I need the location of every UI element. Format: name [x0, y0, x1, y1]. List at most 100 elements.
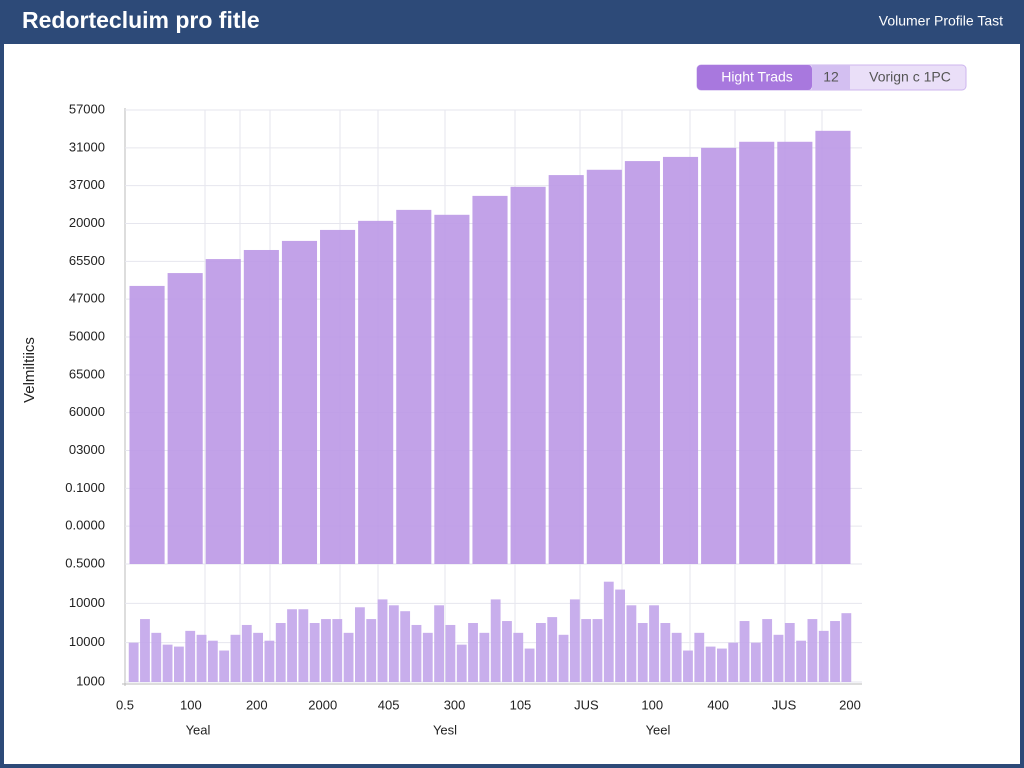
page-title: Redortecluim pro fitle	[22, 7, 260, 33]
bar	[281, 240, 318, 565]
y-tick-label: 10000	[69, 595, 105, 610]
bar	[343, 632, 354, 682]
bar	[815, 130, 851, 564]
bar	[167, 273, 203, 564]
bar	[366, 619, 377, 682]
bar	[615, 589, 625, 682]
x-tick-label: 100	[641, 697, 663, 712]
legend-item[interactable]: Hight Trads	[721, 69, 793, 85]
x-axis-title: Yeal	[186, 722, 211, 737]
y-axis-title: Velmiltiics	[21, 337, 38, 403]
bar	[396, 209, 432, 564]
bar	[456, 644, 467, 682]
bar	[388, 605, 399, 682]
bar	[151, 632, 162, 682]
bar	[140, 619, 150, 682]
bar	[581, 619, 592, 682]
bar	[701, 147, 737, 565]
x-tick-label: 300	[444, 697, 466, 712]
bar	[683, 650, 693, 682]
bar	[750, 642, 761, 682]
y-tick-label: 50000	[69, 328, 105, 343]
bar	[174, 646, 184, 682]
bar	[287, 609, 297, 682]
bar	[624, 161, 660, 564]
bar	[434, 605, 444, 682]
bar	[298, 609, 309, 682]
bar	[762, 619, 773, 682]
bar	[773, 634, 784, 682]
legend-active[interactable]	[697, 65, 812, 90]
bar	[422, 632, 433, 682]
bar	[739, 621, 750, 682]
bar	[626, 605, 637, 682]
bar	[569, 599, 580, 682]
bar	[275, 623, 286, 682]
bar	[321, 619, 331, 682]
legend-mid[interactable]	[812, 65, 850, 90]
y-tick-label: 57000	[69, 101, 105, 116]
x-tick-label: 200	[839, 697, 861, 712]
bar	[558, 634, 569, 682]
header-bar	[0, 0, 1024, 44]
x-tick-label: 100	[180, 697, 202, 712]
bar	[510, 186, 546, 564]
bar	[243, 249, 279, 564]
bar	[807, 619, 818, 682]
bar	[739, 141, 775, 564]
bar	[472, 195, 508, 565]
bar	[490, 599, 501, 682]
bar	[637, 623, 648, 682]
page-subtitle: Volumer Profile Tast	[879, 13, 1003, 29]
x-tick-label: 0.5	[116, 697, 134, 712]
bar	[253, 632, 263, 682]
x-tick-label: 405	[378, 697, 400, 712]
bar	[332, 619, 343, 682]
bar	[818, 630, 829, 682]
y-tick-label: 1000	[76, 673, 105, 688]
bar	[548, 175, 584, 564]
y-tick-label: 0.5000	[65, 555, 105, 570]
legend-item[interactable]: Vorign c 1PC	[869, 69, 951, 85]
y-tick-label: 65500	[69, 253, 105, 268]
x-axis-title: Yesl	[433, 722, 457, 737]
bar	[603, 581, 614, 682]
y-tick-label: 65000	[69, 366, 105, 381]
bar	[205, 259, 241, 564]
bar	[309, 623, 320, 682]
bar	[784, 623, 795, 682]
bar	[411, 624, 422, 682]
bar	[320, 229, 356, 564]
y-tick-label: 10000	[69, 634, 105, 649]
legend-item[interactable]: 12	[823, 69, 839, 85]
bar	[400, 611, 411, 682]
bar	[830, 621, 840, 682]
bar	[841, 613, 852, 682]
bar	[586, 169, 622, 564]
y-tick-label: 47000	[69, 291, 105, 306]
bar	[128, 642, 139, 682]
x-tick-label: 105	[510, 697, 532, 712]
bar	[547, 617, 558, 682]
x-tick-label: JUS	[772, 697, 797, 712]
bar	[524, 648, 535, 682]
bar	[355, 607, 365, 682]
bar	[241, 624, 252, 682]
y-tick-label: 0.1000	[65, 480, 105, 495]
bar	[592, 619, 603, 682]
bar	[796, 640, 806, 682]
bar	[660, 623, 671, 682]
x-tick-label: 2000	[308, 697, 337, 712]
bar	[230, 634, 241, 682]
bar	[264, 640, 275, 682]
bar	[358, 220, 394, 564]
x-axis-title: Yeel	[646, 722, 671, 737]
bar	[445, 624, 456, 682]
bar	[377, 599, 388, 682]
y-tick-label: 0.0000	[65, 518, 105, 533]
y-tick-label: 31000	[69, 139, 105, 154]
bar	[502, 621, 512, 682]
bar	[185, 630, 196, 682]
